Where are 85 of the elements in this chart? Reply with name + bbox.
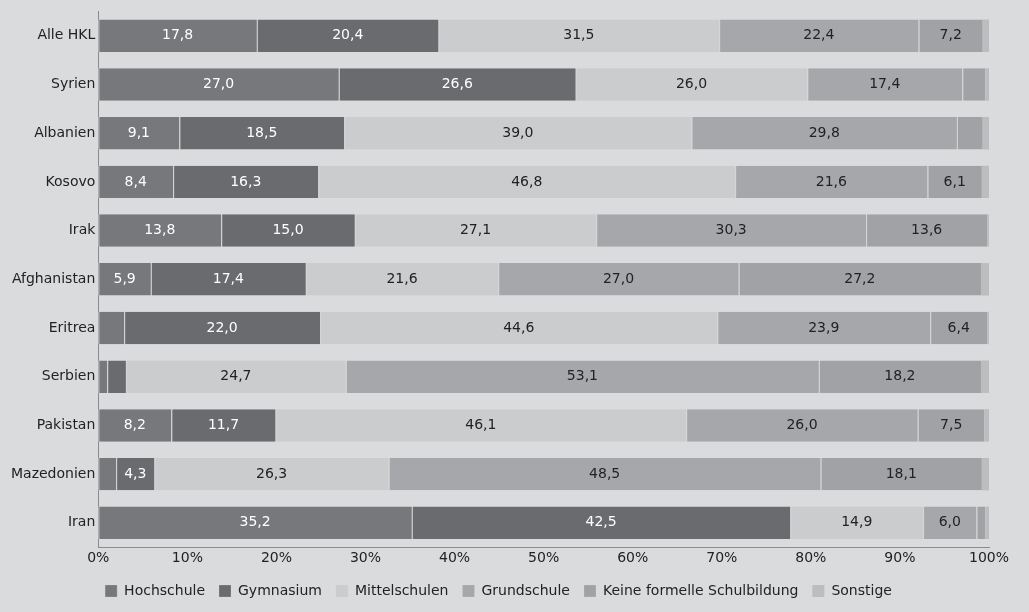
data-label: 17,4 xyxy=(212,269,245,286)
data-label: 22,4 xyxy=(803,26,835,43)
data-label: 27,0 xyxy=(602,269,635,286)
data-label: 26,0 xyxy=(675,75,708,92)
data-label: 15,0 xyxy=(272,221,304,238)
data-label: 27,1 xyxy=(459,221,492,238)
x-tick-label: 90% xyxy=(884,549,916,566)
data-label: 21,6 xyxy=(815,172,848,189)
data-label: 6,1 xyxy=(943,172,966,189)
legend-label: Hochschule xyxy=(124,581,206,598)
x-tick-label: 50% xyxy=(528,549,560,566)
y-tick-label: Irak xyxy=(68,221,97,238)
data-label: 26,0 xyxy=(786,416,818,433)
data-label: 9,1 xyxy=(127,123,150,140)
data-label: 4,3 xyxy=(124,464,147,481)
bar xyxy=(982,19,989,52)
bar xyxy=(981,165,989,199)
x-tick-label: 0% xyxy=(87,549,110,566)
data-label: 18,1 xyxy=(885,464,917,481)
y-tick-label: Eritrea xyxy=(48,318,96,335)
data-label: 21,6 xyxy=(386,269,418,286)
x-tick-label: 70% xyxy=(706,549,738,566)
data-label: 27,0 xyxy=(202,75,235,92)
data-label: 39,0 xyxy=(502,123,534,140)
data-label: 17,4 xyxy=(869,75,901,92)
data-label: 7,2 xyxy=(939,26,962,43)
data-label: 24,7 xyxy=(220,367,252,384)
data-label: 6,4 xyxy=(947,318,970,335)
data-label: 17,8 xyxy=(162,26,194,43)
bar xyxy=(980,263,989,296)
data-label: 30,3 xyxy=(715,221,747,238)
legend-label: Gymnasium xyxy=(238,581,322,598)
data-label: 16,3 xyxy=(230,172,262,189)
data-label: 46,8 xyxy=(511,172,543,189)
data-label: 31,5 xyxy=(563,26,595,43)
data-label: 7,5 xyxy=(940,416,963,433)
bar xyxy=(980,360,989,393)
legend-label: Grundschule xyxy=(481,581,570,598)
legend-label: Keine formelle Schulbildung xyxy=(602,581,799,598)
data-label: 22,0 xyxy=(206,318,238,335)
y-tick-label: Serbien xyxy=(41,367,96,384)
data-label: 48,5 xyxy=(589,464,621,481)
data-label: 44,6 xyxy=(503,318,535,335)
data-label: 53,1 xyxy=(566,367,598,384)
data-label: 23,9 xyxy=(808,318,840,335)
y-tick-label: Kosovo xyxy=(45,172,96,189)
legend-label: Mittelschulen xyxy=(354,581,449,598)
y-tick-label: Afghanistan xyxy=(11,269,96,286)
bar xyxy=(985,506,989,540)
data-label: 27,2 xyxy=(844,269,876,286)
x-tick-label: 80% xyxy=(795,549,827,566)
x-tick-label: 10% xyxy=(171,549,203,566)
data-label: 18,2 xyxy=(884,367,916,384)
bar xyxy=(981,457,989,491)
data-label: 29,8 xyxy=(808,123,840,140)
bar xyxy=(984,409,989,442)
x-tick-label: 60% xyxy=(617,549,649,566)
y-tick-label: Syrien xyxy=(51,75,96,92)
data-label: 5,9 xyxy=(113,269,136,286)
data-label: 46,1 xyxy=(465,416,497,433)
data-label: 18,5 xyxy=(246,123,278,140)
bar xyxy=(985,68,989,101)
data-label: 26,3 xyxy=(255,464,288,481)
data-label: 14,9 xyxy=(841,513,873,530)
data-label: 11,7 xyxy=(207,416,240,433)
data-label: 13,8 xyxy=(144,221,176,238)
data-label: 6,0 xyxy=(938,513,961,530)
data-label: 20,4 xyxy=(332,26,364,43)
bar xyxy=(982,116,989,150)
x-tick-label: 40% xyxy=(439,549,471,566)
y-tick-label: Iran xyxy=(67,513,96,530)
y-tick-label: Mazedonien xyxy=(10,464,96,481)
data-label: 8,4 xyxy=(124,172,147,189)
data-label: 35,2 xyxy=(239,513,271,530)
y-tick-label: Alle HKL xyxy=(37,26,96,43)
data-label: 26,6 xyxy=(441,75,473,92)
data-label: 8,2 xyxy=(123,416,146,433)
y-tick-label: Albanien xyxy=(34,123,96,140)
data-label: 42,5 xyxy=(585,513,617,530)
y-tick-label: Pakistan xyxy=(36,416,96,433)
x-tick-label: 20% xyxy=(260,549,293,566)
x-tick-label: 30% xyxy=(349,549,382,566)
legend-label: Sonstige xyxy=(831,581,892,598)
data-label: 13,6 xyxy=(911,221,943,238)
x-tick-label: 100% xyxy=(968,549,1010,566)
